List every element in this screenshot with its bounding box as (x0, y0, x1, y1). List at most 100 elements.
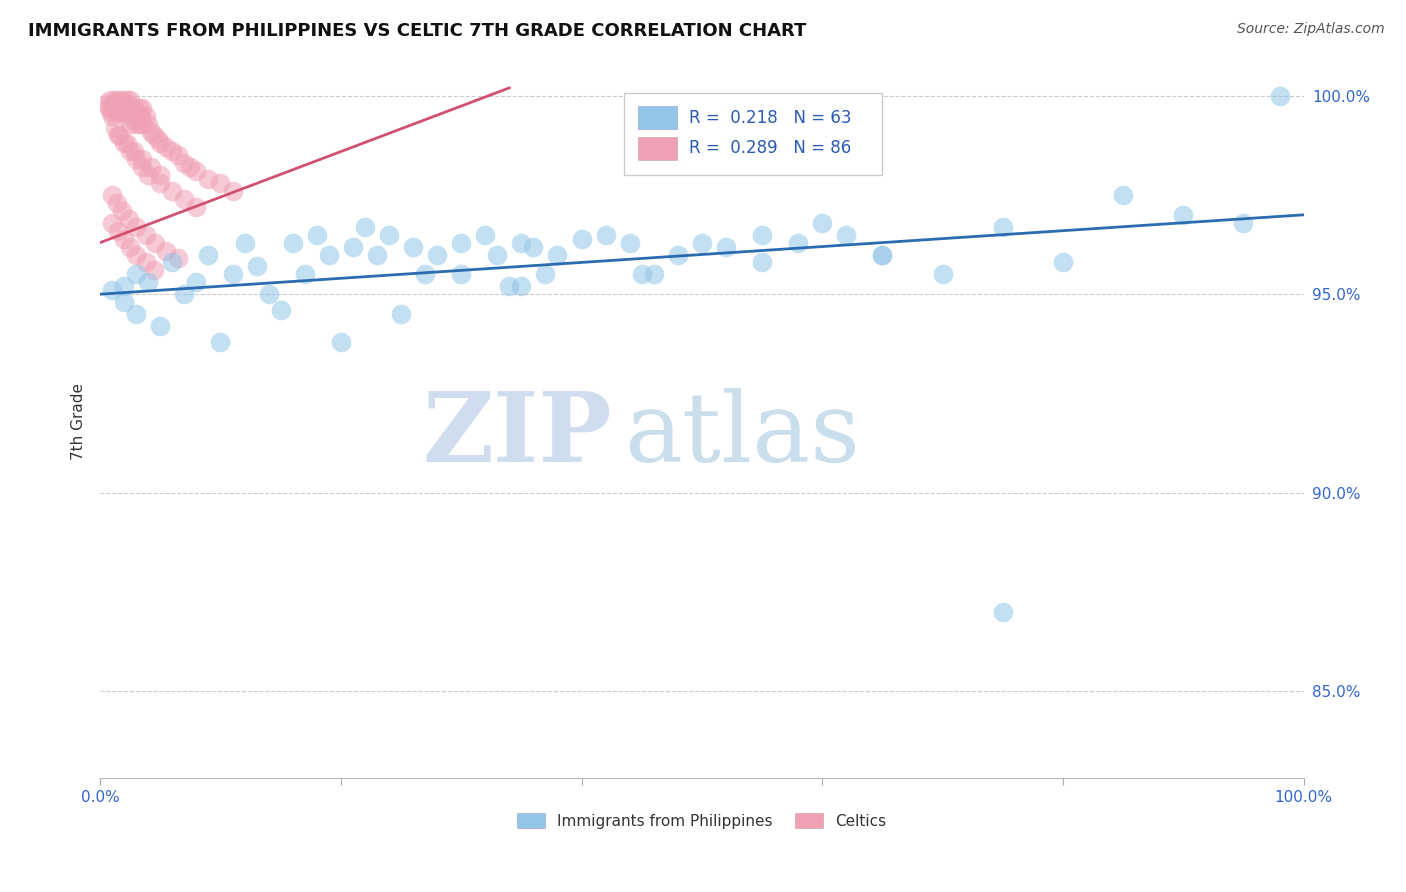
Point (835, 227, 858, 242)
Point (94, 96, 117, 111)
Point (378, 227, 401, 242)
Point (619, 235, 641, 250)
Point (103, 93, 125, 107)
Point (162, 255, 184, 269)
Point (329, 334, 352, 349)
Point (221, 268, 243, 282)
Point (146, 132, 169, 146)
Point (257, 287, 280, 301)
Point (233, 235, 256, 250)
Point (426, 247, 449, 261)
Point (1173, 208, 1195, 222)
Point (131, 153, 153, 167)
Point (186, 200, 208, 214)
Point (101, 96, 124, 111)
Point (122, 101, 145, 115)
Point (1112, 188, 1135, 202)
Point (139, 160, 162, 174)
Point (107, 93, 129, 107)
Point (122, 145, 145, 159)
Point (136, 275, 159, 289)
Point (101, 283, 124, 297)
Point (281, 235, 304, 250)
Point (127, 109, 149, 123)
Legend: Immigrants from Philippines, Celtics: Immigrants from Philippines, Celtics (512, 807, 893, 835)
Point (751, 255, 773, 269)
Point (162, 184, 184, 198)
Point (125, 307, 148, 321)
Point (135, 255, 157, 269)
Point (125, 247, 148, 261)
Point (173, 192, 195, 206)
Point (143, 263, 166, 277)
Point (120, 117, 142, 131)
Point (498, 279, 520, 293)
Point (112, 104, 135, 119)
Point (98, 93, 121, 107)
Point (97, 101, 120, 115)
Point (486, 247, 509, 261)
Point (145, 235, 167, 250)
Point (120, 104, 142, 119)
Point (221, 184, 243, 198)
Point (522, 239, 544, 253)
Text: Source: ZipAtlas.com: Source: ZipAtlas.com (1237, 22, 1385, 37)
Point (270, 303, 292, 318)
Point (1052, 255, 1074, 269)
Point (101, 216, 124, 230)
Point (991, 219, 1014, 234)
Point (105, 195, 128, 210)
Point (510, 279, 533, 293)
Point (167, 252, 190, 266)
Point (389, 307, 412, 321)
Point (107, 101, 129, 115)
Point (149, 318, 172, 333)
Point (111, 93, 134, 107)
Point (112, 232, 135, 246)
Point (149, 136, 172, 151)
Point (186, 275, 208, 289)
Point (931, 268, 953, 282)
Point (342, 239, 364, 253)
Point (294, 268, 316, 282)
Point (117, 96, 139, 111)
Point (571, 232, 593, 246)
Point (186, 164, 208, 178)
Point (131, 160, 153, 174)
Point (209, 334, 232, 349)
Point (149, 168, 172, 182)
Point (120, 145, 142, 159)
Point (155, 140, 177, 154)
Point (128, 101, 150, 115)
Point (354, 219, 377, 234)
Point (104, 104, 127, 119)
Point (103, 101, 125, 115)
Point (173, 156, 195, 170)
Point (120, 93, 142, 107)
Point (107, 224, 129, 238)
Point (125, 104, 148, 119)
Point (305, 227, 328, 242)
Point (534, 268, 557, 282)
Point (120, 239, 142, 253)
Point (546, 247, 568, 261)
Point (751, 227, 773, 242)
Point (318, 247, 340, 261)
Text: ZIP: ZIP (422, 388, 612, 483)
Point (143, 128, 166, 143)
Point (197, 247, 219, 261)
Point (991, 605, 1014, 619)
Point (643, 268, 665, 282)
Point (118, 211, 141, 226)
Point (413, 268, 436, 282)
FancyBboxPatch shape (638, 136, 676, 160)
Point (103, 120, 125, 135)
Point (125, 268, 148, 282)
Text: R =  0.289   N = 86: R = 0.289 N = 86 (689, 139, 851, 157)
Point (125, 219, 148, 234)
Point (402, 239, 425, 253)
Point (112, 279, 135, 293)
Point (108, 96, 131, 111)
Point (107, 128, 129, 143)
Y-axis label: 7th Grade: 7th Grade (72, 383, 86, 459)
